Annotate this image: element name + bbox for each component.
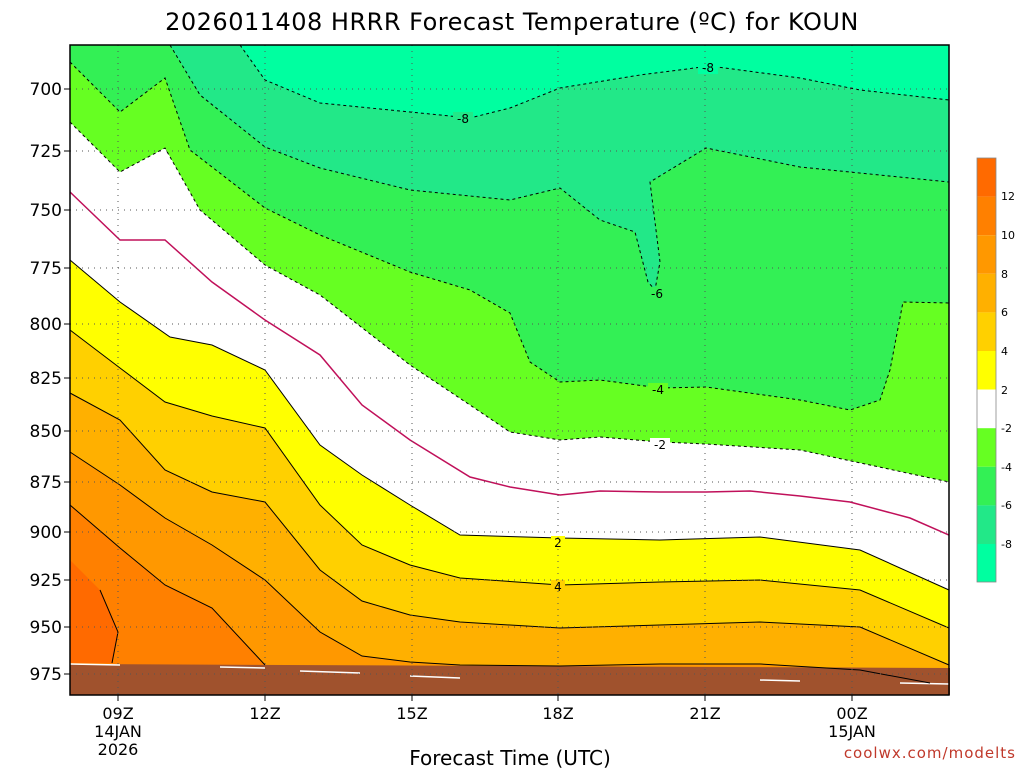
colorbar-segment bbox=[977, 505, 996, 544]
contour-label: 4 bbox=[554, 580, 562, 594]
contour-12 bbox=[99, 589, 119, 664]
contour-label: -4 bbox=[652, 383, 664, 397]
y-tick-label: 875 bbox=[30, 473, 62, 493]
contour-label: -8 bbox=[457, 112, 469, 126]
band-ge-12 bbox=[70, 560, 118, 663]
chart-title: 2026011408 HRRR Forecast Temperature (ºC… bbox=[165, 8, 859, 36]
colorbar: 12 10 8 6 4 2 -2 -4 -6 -8 bbox=[976, 157, 1015, 583]
contour-minus6 bbox=[169, 44, 950, 292]
x-tick-label: 21Z bbox=[689, 704, 720, 723]
y-tick-label: 850 bbox=[30, 422, 62, 442]
colorbar-segment bbox=[977, 544, 996, 582]
y-tick-label: 925 bbox=[30, 571, 62, 591]
y-tick-label: 750 bbox=[30, 201, 62, 221]
colorbar-label: -6 bbox=[1001, 499, 1012, 512]
x-tick-label: 14JAN bbox=[94, 722, 142, 741]
y-tick-label: 725 bbox=[30, 142, 62, 162]
colorbar-label: -2 bbox=[1001, 422, 1012, 435]
y-tick-label: 950 bbox=[30, 618, 62, 638]
colorbar-segment bbox=[977, 389, 996, 429]
contour-label: -8 bbox=[702, 61, 714, 75]
colorbar-label: 6 bbox=[1001, 306, 1008, 319]
y-axis: 700 725 750 775 800 825 850 875 900 925 … bbox=[30, 80, 70, 685]
contour-minus4 bbox=[69, 61, 950, 411]
grid bbox=[70, 45, 949, 695]
contour-label: -2 bbox=[654, 438, 666, 452]
colorbar-segment bbox=[977, 312, 996, 351]
ground-edge bbox=[69, 663, 950, 685]
x-tick-label: 15Z bbox=[396, 704, 427, 723]
x-tick-label: 09Z bbox=[102, 704, 133, 723]
contour-minus8 bbox=[239, 44, 950, 119]
y-tick-label: 700 bbox=[30, 80, 62, 100]
x-tick-label: 12Z bbox=[249, 704, 280, 723]
x-tick-label: 00Z bbox=[836, 704, 867, 723]
y-tick-label: 775 bbox=[30, 259, 62, 279]
contour-6 bbox=[69, 392, 950, 666]
x-tick-label: 18Z bbox=[542, 704, 573, 723]
colorbar-segment bbox=[977, 158, 996, 197]
x-axis-label: Forecast Time (UTC) bbox=[409, 746, 611, 768]
colorbar-label: 8 bbox=[1001, 268, 1008, 281]
colorbar-segment bbox=[977, 428, 996, 467]
band-8-to-10 bbox=[70, 452, 949, 695]
x-axis: 09Z 14JAN 2026 12Z 15Z 18Z 21Z 00Z 15JAN bbox=[94, 695, 876, 759]
colorbar-label: -8 bbox=[1001, 538, 1012, 551]
colorbar-label: -4 bbox=[1001, 461, 1012, 474]
x-tick-label: 15JAN bbox=[828, 722, 876, 741]
colorbar-segment bbox=[977, 235, 996, 274]
y-tick-label: 900 bbox=[30, 523, 62, 543]
plot-area: -8 -8 -6 -4 -2 2 4 bbox=[69, 44, 950, 696]
contour-label: -6 bbox=[651, 287, 663, 301]
contour-minus2 bbox=[69, 121, 950, 483]
y-tick-label: 800 bbox=[30, 315, 62, 335]
y-tick-label: 975 bbox=[30, 665, 62, 685]
contour-2 bbox=[69, 259, 950, 591]
colorbar-segment bbox=[977, 273, 996, 313]
colorbar-label: 12 bbox=[1001, 190, 1015, 203]
colorbar-label: 4 bbox=[1001, 345, 1008, 358]
contour-10 bbox=[69, 504, 266, 666]
ground bbox=[70, 664, 950, 695]
colorbar-segment bbox=[977, 466, 996, 506]
contour-8 bbox=[69, 451, 931, 684]
contour-4 bbox=[69, 329, 950, 629]
plot-border bbox=[69, 44, 950, 696]
credit-text: coolwx.com/modelts bbox=[844, 744, 1016, 762]
colorbar-segment bbox=[977, 351, 996, 390]
contour-zero bbox=[69, 191, 950, 536]
colorbar-label: 10 bbox=[1001, 229, 1015, 242]
colorbar-border bbox=[976, 157, 997, 583]
colorbar-segment bbox=[977, 196, 996, 236]
colorbar-label: 2 bbox=[1001, 384, 1008, 397]
y-tick-label: 825 bbox=[30, 369, 62, 389]
x-tick-label: 2026 bbox=[98, 740, 139, 759]
